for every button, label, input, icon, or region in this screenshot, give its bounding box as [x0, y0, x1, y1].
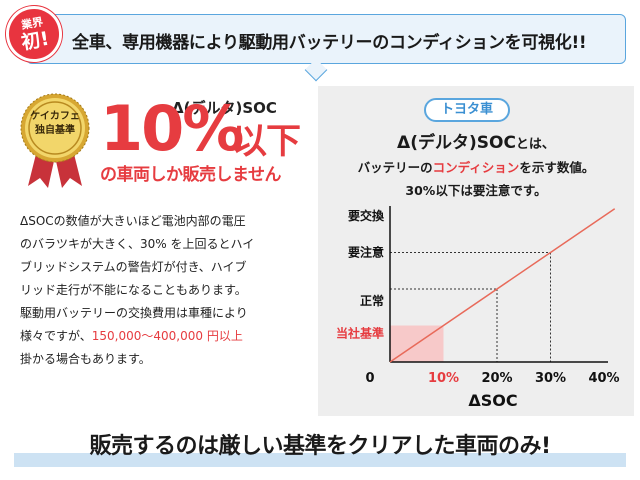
headline-subtext: の車両しか販売しません [100, 165, 282, 185]
x-tick-label: 20% [481, 371, 512, 386]
footer-text: 販売するのは厳しい基準をクリアした車両のみ! [89, 434, 551, 459]
x-tick-label: 40% [588, 371, 619, 386]
headline-delta-label: Δ(デルタ)SOC [172, 99, 277, 117]
panel-desc-prefix: バッテリーの [357, 160, 433, 175]
panel-description: バッテリーのコンディションを示す数値。 [318, 157, 634, 176]
y-category-label: 要注意 [348, 245, 384, 260]
description-line: 駆動用バッテリーの交換費用は車種により [20, 306, 248, 320]
headline-big-suffix: 以下 [232, 122, 301, 162]
panel-note: 30%以下は要注意です。 [405, 183, 547, 198]
y-category-label: 要交換 [348, 208, 385, 223]
description-text: 様々ですが、 [20, 329, 92, 343]
description-paragraph: ΔSOCの数値が大きいほど電池内部の電圧 のバラツキが大きく、30% を上回ると… [20, 210, 300, 371]
panel-title-small: とは、 [515, 137, 555, 152]
footer-highlight [14, 453, 626, 467]
toyota-pill: トヨタ車 [424, 98, 510, 122]
explanation-panel [318, 86, 634, 416]
soc-chart: 当社基準 正常 要注意 要交換 0 10% 20% 30% 40% ΔSOC [336, 206, 620, 410]
top-banner-text: 全車、専用機器により駆動用バッテリーのコンディションを可視化!! [72, 33, 587, 53]
top-banner [26, 14, 626, 64]
panel-title: Δ(デルタ)SOCとは、 [318, 128, 634, 153]
panel-desc-suffix: を示す数値。 [519, 160, 595, 175]
description-line: ΔSOCの数値が大きいほど電池内部の電圧 [20, 214, 246, 228]
soc-series-line [389, 208, 616, 363]
medal-label: ケイカフェ 独自基準 [16, 110, 94, 138]
x-tick-label: 30% [535, 371, 566, 386]
description-line: 掛かる場合もあります。 [20, 352, 151, 366]
description-line: 様々ですが、150,000〜400,000 円以上 [20, 325, 300, 348]
panel-desc-highlight: コンディション [432, 160, 520, 175]
price-range: 150,000〜400,000 円以上 [91, 329, 243, 343]
headline-big-value: 10% [100, 92, 244, 165]
description-line: リッド走行が不能になることもあります。 [20, 283, 247, 297]
x-tick-label: 10% [428, 371, 459, 386]
medal-line-1: ケイカフェ [30, 111, 80, 122]
medal-icon [20, 93, 90, 188]
panel-title-main: Δ(デルタ)SOC [397, 133, 516, 153]
description-line: ブリッドシステムの警告灯が付き、ハイブ [20, 260, 247, 274]
x-tick-label: 0 [365, 371, 374, 386]
y-category-label: 正常 [360, 293, 384, 308]
y-category-label: 当社基準 [336, 326, 384, 341]
description-line: のバラツキが大きく、30% を上回るとハイ [20, 237, 255, 251]
medal-line-2: 独自基準 [35, 125, 75, 136]
x-axis-label: ΔSOC [468, 391, 517, 410]
